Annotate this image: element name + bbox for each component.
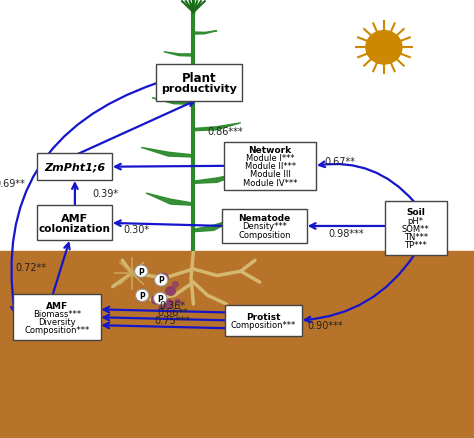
Text: P: P [138,267,144,276]
Circle shape [164,300,173,309]
Text: 0.39*: 0.39* [92,188,119,198]
Polygon shape [146,194,193,206]
Circle shape [175,300,181,305]
Circle shape [135,265,148,278]
Text: TN***: TN*** [404,232,428,241]
Polygon shape [193,74,229,79]
Text: P: P [158,276,164,285]
Text: 0.90***: 0.90*** [308,320,344,330]
Text: Soil: Soil [406,208,425,217]
Bar [0,252,474,438]
Text: SOM**: SOM** [402,224,429,233]
Text: Module III: Module III [250,170,291,179]
Polygon shape [152,99,193,105]
FancyBboxPatch shape [13,294,100,341]
Text: AMF: AMF [61,213,89,223]
Text: 0.75***: 0.75*** [155,316,191,325]
Circle shape [159,274,168,283]
Text: Diversity: Diversity [38,317,76,326]
Circle shape [154,293,167,305]
Text: Module II***: Module II*** [245,162,296,171]
FancyBboxPatch shape [222,209,307,244]
Text: productivity: productivity [161,84,237,93]
Polygon shape [141,148,193,158]
Text: 0.67**: 0.67** [325,156,356,166]
Circle shape [158,306,164,311]
Text: 0.98***: 0.98*** [328,228,364,238]
FancyBboxPatch shape [224,143,316,190]
Text: Biomass***: Biomass*** [33,309,81,318]
Text: 0.66**: 0.66** [157,308,188,318]
Text: Nematode: Nematode [238,214,291,223]
Polygon shape [193,173,243,184]
Circle shape [166,287,175,296]
FancyBboxPatch shape [37,206,112,241]
Polygon shape [193,219,236,232]
Circle shape [136,290,149,302]
Text: Plant: Plant [182,71,217,85]
Text: Protist: Protist [246,312,281,321]
Text: 0.86***: 0.86*** [207,127,243,137]
Text: P: P [157,294,163,303]
Text: 0.36*: 0.36* [159,300,185,310]
Text: P: P [139,291,145,300]
Circle shape [152,296,161,304]
Polygon shape [193,124,241,131]
FancyBboxPatch shape [385,202,447,255]
Text: pH*: pH* [408,216,424,225]
FancyBboxPatch shape [225,305,302,336]
Text: Composition***: Composition*** [231,320,296,329]
Text: Composition***: Composition*** [24,325,90,334]
Text: 0.69**: 0.69** [0,179,25,189]
Text: TP***: TP*** [404,240,427,249]
Circle shape [366,32,402,65]
Polygon shape [193,32,217,35]
Polygon shape [164,53,193,57]
Text: Network: Network [249,146,292,155]
Text: colonization: colonization [39,223,111,233]
Text: Composition: Composition [238,230,291,239]
Text: 0.72**: 0.72** [15,263,46,273]
Text: Density***: Density*** [242,222,287,231]
Bar [0,0,474,252]
FancyBboxPatch shape [37,154,112,181]
Circle shape [173,282,178,287]
Text: AMF: AMF [46,301,68,310]
Text: Module IV***: Module IV*** [243,178,297,187]
Text: ZmPht1;6: ZmPht1;6 [45,162,105,172]
Circle shape [155,274,168,286]
FancyBboxPatch shape [156,64,242,102]
Text: Module I***: Module I*** [246,154,294,163]
Text: 0.30*: 0.30* [123,225,149,235]
